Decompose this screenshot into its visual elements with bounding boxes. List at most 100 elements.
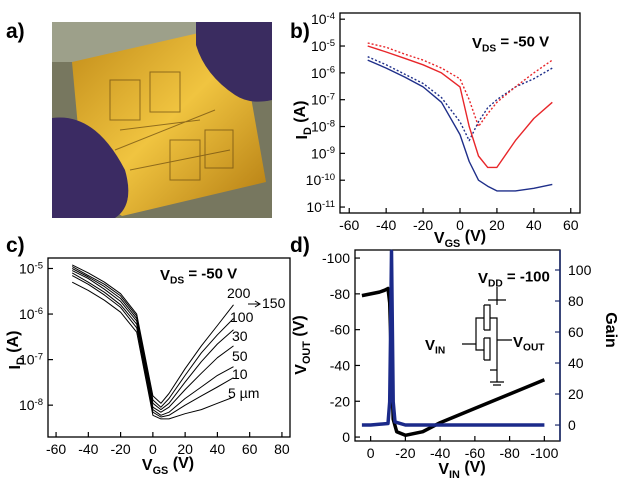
y-tick-label: 10-7 [19,351,43,367]
x-tick-label: 40 [210,441,226,457]
series-line [71,268,234,411]
x-axis-label-tail: (V) [460,459,486,476]
annotation-tail: = -100 [503,268,550,285]
x-tick-label: -100 [530,445,558,461]
y-tick-exponent: -8 [35,397,43,408]
annotation-sub: IN [435,346,445,357]
annotation-tail: = -50 V [496,33,549,50]
panel-label: c) [6,234,25,257]
x-tick-label: -80 [500,445,520,461]
annotation-tail: = -50 V [184,265,237,282]
series-label-arrow [248,300,261,308]
x-tick-label: -40 [376,217,396,233]
y-tick-base: 10 [19,352,35,368]
x-axis-label-sub: GS [153,465,169,477]
y-tick-base: 10 [306,172,322,188]
x-axis-label-tail: (V) [460,228,486,245]
x-axis-label: VGS (V) [142,455,194,477]
x-axis-label: VIN (V) [438,459,485,481]
x-tick-label: 0 [367,445,375,461]
y-tick-label: 10-9 [311,145,335,161]
y-axis-label: ID (A) [5,331,27,370]
annotation: VOUT [513,334,545,354]
x-tick-label: 20 [489,217,505,233]
series-label: 150 [262,295,286,311]
annotation-text: V [478,270,488,287]
y-tick-exponent: -8 [327,118,335,129]
annotation-text: V [425,337,435,354]
series-line [367,56,553,142]
x-axis-label-sub: IN [449,469,460,481]
x-tick-label: 80 [274,441,290,457]
y-axis-label: ID (A) [292,101,314,140]
y2-axis-label: Gain [602,312,619,348]
y-tick-exponent: -9 [327,145,335,156]
y-tick-label: -100 [322,250,350,266]
annotation: VIN [425,337,445,357]
y-tick-exponent: -5 [327,38,335,49]
y-axis-label-text: I [294,135,311,139]
x-tick-label: -20 [413,217,433,233]
y-tick-base: 10 [19,306,35,322]
y-tick-exponent: -7 [35,351,43,362]
photo [52,22,272,218]
x-tick-label: -60 [46,441,66,457]
film-traces [109,71,234,181]
y-tick-label: 80 [568,293,584,309]
x-tick-label: 60 [563,217,579,233]
series-line [361,249,545,427]
series-label: 100 [230,309,254,325]
y-tick-label: 10-6 [19,306,43,322]
y-axis-label-sub: OUT [301,341,313,364]
y-tick-label: 10-6 [311,65,335,81]
series-label: 30 [232,328,248,344]
x-tick-label: -60 [339,217,359,233]
series-line [71,266,234,408]
annotation-sub: DS [170,276,184,287]
y-axis-label-tail: (A) [5,331,22,358]
y-tick-exponent: -7 [327,91,335,102]
y-tick-base: 10 [19,260,35,276]
y-axis-label-tail: (V) [291,315,308,341]
x-tick-label: -20 [110,441,130,457]
y-tick-base: 10 [311,119,327,135]
panel-label: b) [290,20,310,43]
y-tick-base: 10 [306,199,322,215]
series-line [71,270,234,413]
y-tick-label: 10-7 [311,91,335,107]
y-tick-base: 10 [311,65,327,81]
y-tick-exponent: -5 [35,260,43,271]
chart: b)-60 -40 -20 0 20 40 6010-1110-1010-910-810-7… [290,11,581,250]
y-tick-label: -80 [330,286,350,302]
y-tick-label: 10-8 [311,118,335,134]
x-axis-label-text: V [438,461,449,478]
y-tick-label: -20 [330,393,350,409]
series-label: 50 [232,348,248,364]
series-label: 10 [232,366,248,382]
series-line [71,272,234,416]
y-tick-exponent: -6 [35,306,43,317]
y-tick-exponent: -6 [327,65,335,76]
y-tick-base: 10 [311,38,327,54]
annotation-sub: OUT [523,343,545,354]
x-axis-label-tail: (V) [168,455,194,472]
x-tick-label: -60 [465,445,485,461]
x-tick-label: -40 [78,441,98,457]
y-tick-label: 60 [568,324,584,340]
circuit [462,287,512,386]
y-tick-label: 10-4 [311,11,336,27]
y-tick-exponent: -4 [327,11,336,22]
plot-frame [47,257,291,438]
y-tick-label: 10-5 [19,260,43,276]
annotation-text: V [472,35,482,52]
annotation: VDS = -50 V [160,265,237,286]
x-tick-label: 60 [242,441,258,457]
y-tick-label: -60 [330,322,350,338]
y-tick-base: 10 [19,397,35,413]
y-tick-label: -40 [330,357,350,373]
annotation-text: V [160,267,170,284]
y-tick-label: 10-5 [311,38,335,54]
series-line [367,45,553,169]
y-axis-label-text: V [293,364,310,375]
